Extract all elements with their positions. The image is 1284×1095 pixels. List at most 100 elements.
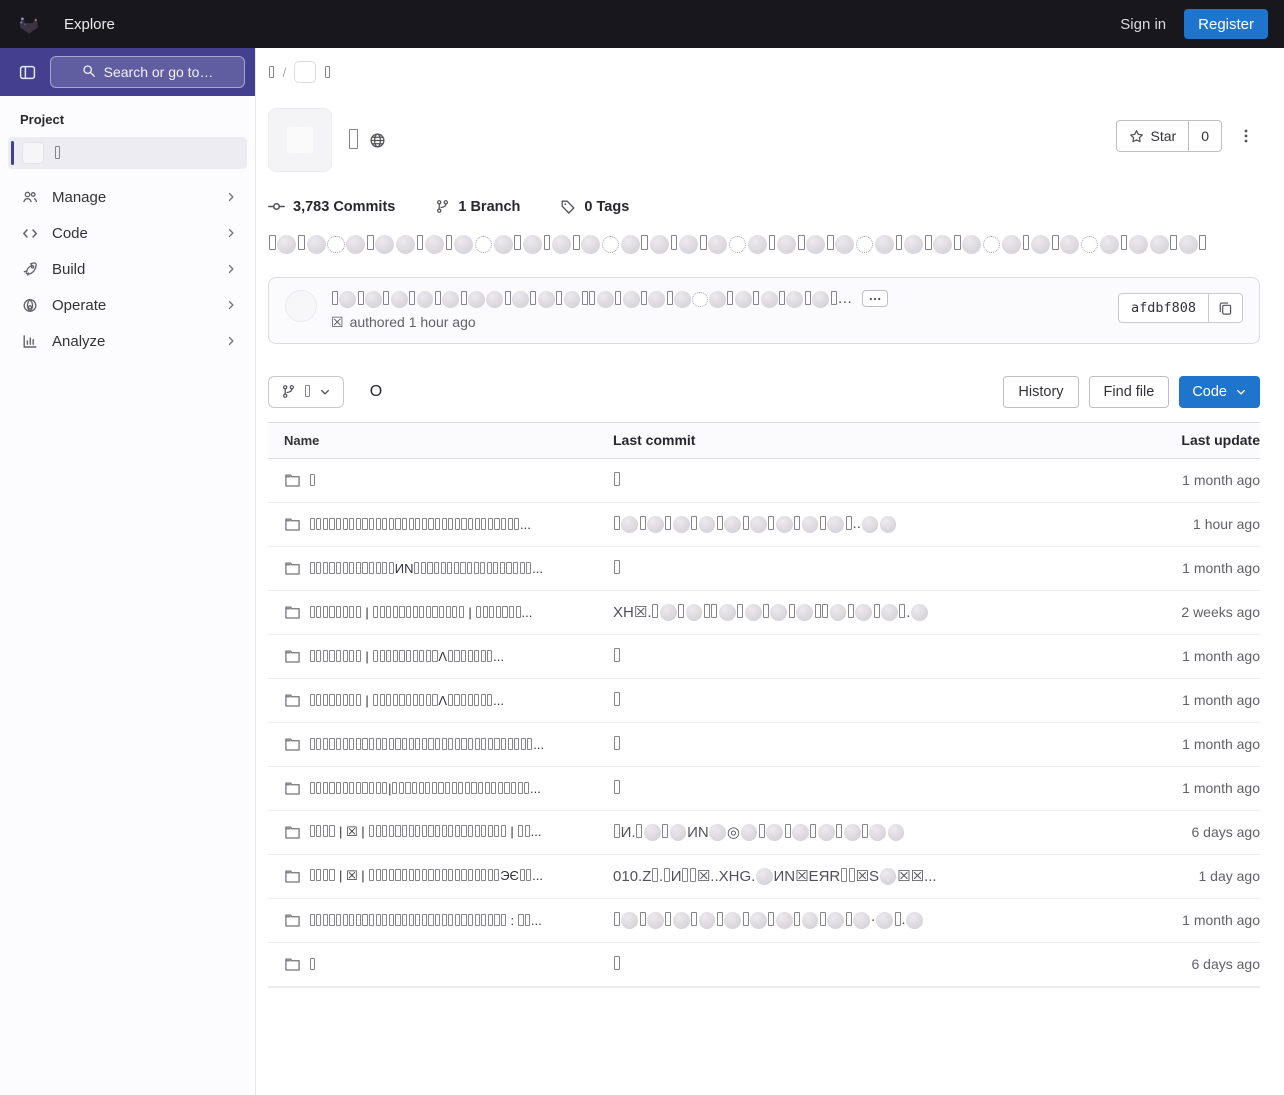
file-name-link[interactable]: | ☒ | | ... xyxy=(268,824,613,841)
search-input[interactable]: Search or go to… xyxy=(50,56,245,88)
file-last-commit-link[interactable] xyxy=(613,471,1090,489)
sign-in-link[interactable]: Sign in xyxy=(1120,15,1167,33)
file-name-text: : ... xyxy=(309,913,542,928)
file-last-commit-link[interactable] xyxy=(613,647,1090,665)
folder-icon xyxy=(284,912,301,929)
table-row: : ... ·. 1 month ago xyxy=(268,899,1260,943)
table-row: | ☒ | | ... И. ИN ◎ 6 days ago xyxy=(268,811,1260,855)
expand-commit-message-button[interactable] xyxy=(862,290,889,308)
file-name-link[interactable]: | ☒ | ЭЄ... xyxy=(268,868,613,885)
file-name-link[interactable]: ... xyxy=(268,736,613,753)
star-count[interactable]: 0 xyxy=(1188,121,1221,151)
star-button[interactable]: Star xyxy=(1116,121,1189,151)
breadcrumb: / xyxy=(268,48,1260,96)
breadcrumb-project-avatar xyxy=(294,61,317,83)
table-row: | Λ... 1 month ago xyxy=(268,679,1260,723)
table-row: 6 days ago xyxy=(268,943,1260,987)
sidebar-item-icon xyxy=(22,189,38,206)
project-options-kebab-button[interactable] xyxy=(1232,121,1260,151)
breadcrumb-root-link[interactable] xyxy=(268,65,275,80)
file-name-text: | Λ... xyxy=(309,649,504,664)
history-button[interactable]: History xyxy=(1003,375,1079,408)
file-name-text: | Λ... xyxy=(309,693,504,708)
stat-icon xyxy=(560,199,576,215)
table-row: ... 1 month ago xyxy=(268,723,1260,767)
commit-authored-time: authored 1 hour ago xyxy=(349,314,476,331)
table-row: ИN... 1 month ago xyxy=(268,547,1260,591)
folder-icon xyxy=(284,604,301,621)
file-name-text: | ☒ | ЭЄ... xyxy=(309,868,543,884)
file-last-update: 1 month ago xyxy=(1182,780,1260,797)
file-last-commit-link[interactable] xyxy=(613,735,1090,753)
file-name-link[interactable]: | | ... xyxy=(268,604,613,621)
copy-hash-button[interactable] xyxy=(1208,294,1242,323)
file-name-link[interactable]: | Λ... xyxy=(268,648,613,665)
project-stat-link[interactable]: 0 Tags xyxy=(560,199,629,215)
branch-selector-dropdown[interactable] xyxy=(268,375,344,408)
star-label: Star xyxy=(1150,128,1177,144)
sidebar-item-icon xyxy=(22,261,38,278)
project-stat-link[interactable]: 3,783 Commits xyxy=(268,198,395,215)
sidebar-item-label: Analyze xyxy=(52,332,106,350)
repo-path-root-link[interactable]: O xyxy=(369,382,383,400)
file-name-text xyxy=(309,473,316,488)
file-last-commit-link[interactable] xyxy=(613,691,1090,709)
sidebar-menu-item[interactable]: Code xyxy=(8,215,247,251)
sidebar-menu-item[interactable]: Manage xyxy=(8,179,247,215)
main-content: / Star xyxy=(256,48,1284,1095)
file-name-text: ИN... xyxy=(309,561,543,576)
folder-icon xyxy=(284,472,301,489)
file-last-commit-link[interactable]: XH☒.. xyxy=(613,603,1090,622)
register-button[interactable]: Register xyxy=(1184,9,1268,39)
file-name-text: |... xyxy=(309,781,541,796)
find-file-button[interactable]: Find file xyxy=(1088,375,1170,408)
file-last-commit-link[interactable] xyxy=(613,559,1090,577)
file-last-update: 2 weeks ago xyxy=(1181,604,1260,621)
file-name-link[interactable]: ... xyxy=(268,516,613,533)
folder-icon xyxy=(284,956,301,973)
file-name-link[interactable]: : ... xyxy=(268,912,613,929)
file-name-link[interactable]: | Λ... xyxy=(268,692,613,709)
stat-icon xyxy=(268,198,285,215)
table-row: | | ... XH☒.. 2 weeks ago xyxy=(268,591,1260,635)
file-last-update: 1 month ago xyxy=(1182,472,1260,489)
chevron-right-icon xyxy=(225,299,237,311)
sidebar-item-current-project[interactable] xyxy=(8,137,247,169)
project-avatar xyxy=(268,108,332,172)
commit-message-link[interactable]: … xyxy=(331,290,852,308)
file-name-text: ... xyxy=(309,737,544,752)
file-name-link[interactable] xyxy=(268,956,613,973)
code-dropdown-button[interactable]: Code xyxy=(1179,375,1260,408)
file-last-commit-link[interactable]: 010.Z. И ☒..XHG. ИN☒EЯR ☒S ☒☒... xyxy=(613,867,937,886)
sidebar-item-icon xyxy=(22,225,38,242)
sidebar-menu-item[interactable]: Build xyxy=(8,251,247,287)
commit-author-avatar[interactable] xyxy=(285,290,317,323)
sidebar-item-icon xyxy=(22,297,38,314)
file-table: Name Last commit Last update 1 month xyxy=(268,421,1260,988)
file-last-commit-link[interactable]: И. ИN ◎ xyxy=(613,823,1090,842)
file-last-commit-link[interactable] xyxy=(613,955,1090,973)
table-row: ... .. 1 hour ago xyxy=(268,503,1260,547)
nav-explore-link[interactable]: Explore xyxy=(64,15,115,33)
last-commit-box: … ☒ authored 1 hour ago afdbf808 xyxy=(268,277,1260,344)
folder-icon xyxy=(284,692,301,709)
stat-icon xyxy=(435,199,450,214)
commit-author-name[interactable]: ☒ xyxy=(331,313,344,330)
sidebar-menu-item[interactable]: Operate xyxy=(8,287,247,323)
file-last-commit-link[interactable] xyxy=(613,779,1090,797)
breadcrumb-project-link[interactable] xyxy=(324,65,331,80)
gitlab-logo-icon[interactable] xyxy=(16,11,42,37)
file-name-link[interactable]: ИN... xyxy=(268,560,613,577)
file-last-commit-link[interactable]: .. xyxy=(613,515,1090,533)
file-name-link[interactable] xyxy=(268,472,613,489)
table-row: | Λ... 1 month ago xyxy=(268,635,1260,679)
sidebar-menu-item[interactable]: Analyze xyxy=(8,323,247,359)
visibility-public-globe-icon xyxy=(369,132,386,149)
project-stat-link[interactable]: 1 Branch xyxy=(435,199,520,215)
file-name-text xyxy=(309,957,316,972)
file-name-text: | | ... xyxy=(309,605,532,620)
file-name-link[interactable]: |... xyxy=(268,780,613,797)
sidebar-toggle-button[interactable] xyxy=(14,59,40,85)
file-last-commit-link[interactable]: ·. xyxy=(613,911,1090,929)
file-last-update: 1 month ago xyxy=(1182,736,1260,753)
